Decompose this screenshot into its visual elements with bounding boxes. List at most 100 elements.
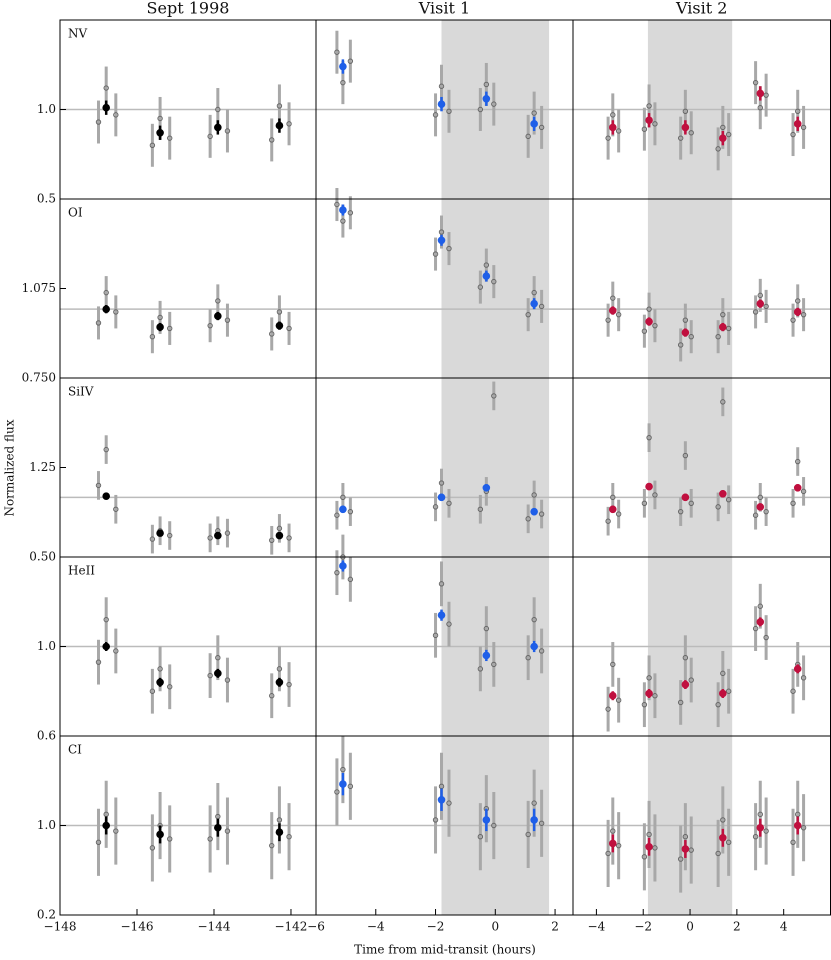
exposure-point xyxy=(615,842,622,849)
binned-point xyxy=(156,678,164,687)
exposure-point xyxy=(207,836,213,842)
exposure-point xyxy=(207,535,213,541)
panel-frame xyxy=(59,198,317,379)
binned-point xyxy=(756,503,765,511)
exposure-point xyxy=(610,828,616,834)
ion-label: HeII xyxy=(68,564,95,578)
exposure-point xyxy=(483,625,490,632)
ion-label: OI xyxy=(68,206,83,220)
exposure-point xyxy=(615,511,622,517)
binned-point xyxy=(156,323,164,331)
exposure-point xyxy=(276,309,283,315)
binned-point xyxy=(645,116,653,125)
exposure-point xyxy=(525,133,531,140)
exposure-point xyxy=(688,847,694,853)
exposure-point xyxy=(491,822,497,829)
binned-point xyxy=(437,236,446,245)
exposure-point xyxy=(286,535,292,541)
exposure-point xyxy=(103,811,109,818)
transit-window xyxy=(647,378,733,557)
exposure-point xyxy=(682,654,689,661)
x-tick-label: 0 xyxy=(491,920,499,934)
exposure-point xyxy=(347,576,354,583)
exposure-point xyxy=(677,699,684,706)
ion-label: SiIV xyxy=(68,385,94,399)
binned-point xyxy=(530,816,538,824)
binned-point xyxy=(793,821,802,830)
exposure-point xyxy=(615,128,622,134)
exposure-point xyxy=(446,108,452,114)
binned-point xyxy=(214,312,222,320)
exposure-point xyxy=(677,135,684,141)
x-axis-label: Time from mid-transit (hours) xyxy=(354,943,536,957)
exposure-point xyxy=(113,828,119,834)
y-tick-label: 0.2 xyxy=(37,908,56,922)
exposure-point xyxy=(95,119,102,125)
binned-point xyxy=(102,821,110,830)
binned-point xyxy=(214,123,222,132)
exposure-point xyxy=(531,492,537,498)
exposure-point xyxy=(347,58,354,64)
exposure-point xyxy=(720,817,726,823)
binned-point xyxy=(793,665,802,673)
binned-point xyxy=(530,642,538,651)
exposure-point xyxy=(269,537,275,543)
y-tick-label: 1.0 xyxy=(37,639,56,653)
binned-point xyxy=(719,323,727,331)
exposure-point xyxy=(800,675,807,681)
binned-point xyxy=(608,306,617,315)
exposure-point xyxy=(167,135,173,141)
column-title: Sept 1998 xyxy=(147,0,230,18)
exposure-point xyxy=(752,833,759,840)
binned-point xyxy=(275,678,284,687)
binned-point xyxy=(645,317,653,326)
exposure-point xyxy=(340,494,346,501)
binned-point xyxy=(275,531,284,540)
exposure-point xyxy=(646,675,652,681)
exposure-point xyxy=(752,625,759,632)
y-tick-label: 1.075 xyxy=(22,281,56,295)
binned-point xyxy=(756,299,765,308)
exposure-point xyxy=(286,833,292,840)
exposure-point xyxy=(167,836,173,842)
exposure-point xyxy=(677,856,684,862)
exposure-point xyxy=(763,634,769,641)
exposure-point xyxy=(538,511,545,517)
exposure-point xyxy=(446,245,452,252)
exposure-point xyxy=(720,311,726,318)
exposure-point xyxy=(646,103,652,109)
exposure-point xyxy=(207,672,213,679)
exposure-point xyxy=(438,783,445,790)
x-tick-label: −2 xyxy=(427,920,445,934)
exposure-point xyxy=(715,701,721,708)
x-tick-label: 0 xyxy=(686,920,694,934)
binned-point xyxy=(102,103,110,112)
binned-point xyxy=(793,120,802,128)
binned-point xyxy=(608,123,617,132)
exposure-point xyxy=(725,131,732,138)
exposure-point xyxy=(715,333,721,340)
binned-point xyxy=(437,493,446,502)
exposure-point xyxy=(215,654,221,661)
exposure-point xyxy=(525,516,531,522)
exposure-point xyxy=(720,399,726,405)
binned-point xyxy=(719,134,727,142)
exposure-point xyxy=(531,110,537,116)
exposure-point xyxy=(334,789,340,795)
exposure-point xyxy=(286,325,292,332)
exposure-point xyxy=(347,783,354,790)
exposure-point xyxy=(477,506,484,512)
exposure-point xyxy=(763,508,769,515)
exposure-point xyxy=(269,842,275,849)
exposure-point xyxy=(207,322,213,329)
exposure-point xyxy=(334,49,340,55)
binned-point xyxy=(482,816,491,824)
binned-point xyxy=(681,493,690,502)
exposure-point xyxy=(795,108,801,114)
y-tick-label: 1.0 xyxy=(37,818,56,832)
exposure-point xyxy=(790,688,796,694)
exposure-point xyxy=(477,284,484,290)
exposure-point xyxy=(95,659,102,665)
exposure-point xyxy=(438,83,445,89)
